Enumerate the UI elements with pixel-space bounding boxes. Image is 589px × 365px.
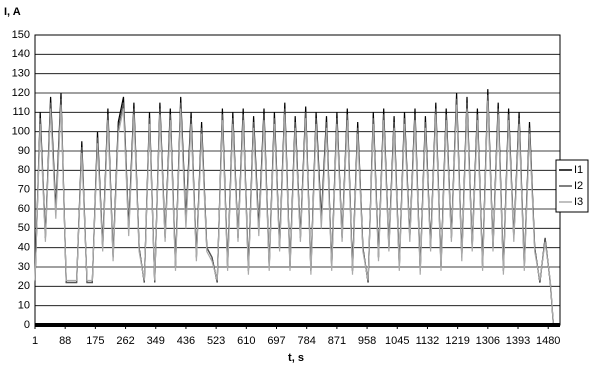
y-tick-label: 30 [18, 261, 30, 273]
y-tick-label: 10 [18, 300, 30, 312]
x-tick-label: 88 [59, 335, 71, 347]
y-tick-label: 50 [18, 222, 30, 234]
x-tick-label: 262 [116, 335, 134, 347]
x-tick-label: 871 [328, 335, 346, 347]
series-line [34, 100, 554, 326]
x-axis-label: t, s [288, 352, 304, 364]
y-tick-label: 100 [12, 126, 30, 138]
legend-label: I2 [574, 180, 583, 192]
y-tick-label: 110 [12, 106, 30, 118]
y-axis-label: I, A [4, 6, 21, 18]
legend-label: I3 [574, 196, 583, 208]
x-tick-label: 1306 [476, 335, 500, 347]
x-tick-label: 436 [177, 335, 195, 347]
y-tick-label: 90 [18, 145, 30, 157]
x-tick-label: 1480 [536, 335, 560, 347]
x-tick-label: 1045 [385, 335, 409, 347]
x-tick-label: 349 [147, 335, 165, 347]
y-tick-label: 150 [12, 29, 30, 41]
x-tick-label: 610 [237, 335, 255, 347]
legend-label: I1 [574, 164, 583, 176]
x-tick-label: 697 [267, 335, 285, 347]
y-tick-label: 120 [12, 87, 30, 99]
y-tick-label: 60 [18, 203, 30, 215]
x-tick-label: 1219 [445, 335, 469, 347]
y-tick-label: 40 [18, 242, 30, 254]
y-tick-label: 80 [18, 164, 30, 176]
x-tick-label: 1132 [416, 335, 440, 347]
y-tick-label: 130 [12, 68, 30, 80]
x-tick-label: 175 [86, 335, 104, 347]
y-tick-label: 140 [12, 48, 30, 60]
y-tick-label: 20 [18, 280, 30, 292]
x-tick-label: 784 [298, 335, 316, 347]
x-tick-label: 1393 [506, 335, 530, 347]
y-tick-label: 0 [24, 319, 30, 331]
y-tick-label: 70 [18, 184, 30, 196]
x-tick-label: 1 [32, 335, 38, 347]
x-tick-label: 523 [207, 335, 225, 347]
x-tick-label: 958 [358, 335, 376, 347]
